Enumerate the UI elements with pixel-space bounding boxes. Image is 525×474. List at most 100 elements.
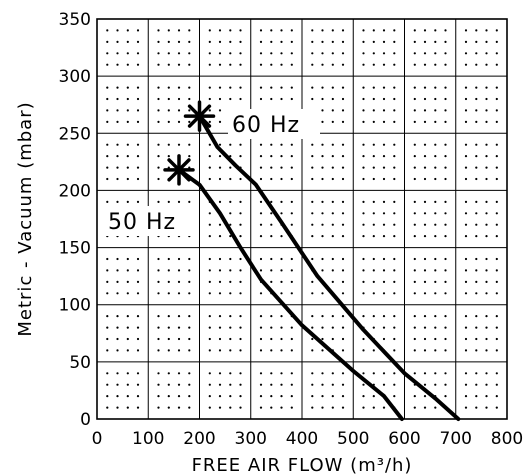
grid-dot [444,177,447,181]
grid-dot [372,120,375,123]
grid-dot [229,337,232,341]
grid-dot [495,97,498,101]
grid-dot [188,120,191,123]
grid-dot [485,86,488,89]
grid-dot [290,97,293,101]
grid-dot [413,292,416,295]
grid-dot [321,326,324,329]
grid-dot [321,166,324,169]
grid-dot [372,212,375,215]
grid-dot [208,280,211,283]
grid-dot [239,383,242,386]
series-curves [163,100,461,421]
grid-dot [434,406,437,409]
grid-dot [331,86,334,89]
grid-dot [167,40,170,44]
grid-dot [136,372,140,375]
grid-dot [290,269,293,272]
grid-dot [239,63,242,66]
grid-dot [341,52,345,55]
grid-dot [464,395,468,398]
grid-dot [116,292,119,295]
grid-dot [106,406,109,409]
grid-dot [393,143,396,146]
grid-dot [475,235,478,238]
grid-dot [423,223,427,226]
grid-dot [372,223,375,226]
grid-dot [331,383,334,386]
grid-dot [444,97,447,101]
grid-dot [464,120,468,123]
grid-dot [218,29,222,32]
x-tick-label: 400 [286,429,318,449]
grid-dot [177,406,181,409]
grid-dot [382,97,386,101]
grid-dot [341,337,345,341]
grid-dot [382,235,386,238]
grid-dot [485,40,488,44]
grid-dot [485,200,488,203]
grid-dot [341,315,345,318]
grid-dot [475,315,478,318]
grid-dot [444,292,447,295]
grid-dot [290,166,293,169]
grid-dot [188,406,191,409]
grid-dot [177,292,181,295]
grid-dot [393,326,396,329]
grid-dot [270,395,273,398]
grid-dot [259,200,263,203]
grid-dot [188,63,191,66]
grid-dot [106,177,109,181]
grid-dot [413,200,416,203]
grid-dot [280,349,283,352]
x-tick-label: 500 [337,429,369,449]
grid-dot [382,177,386,181]
grid-dot [495,200,498,203]
series-labels: 50 Hz 60 Hz [104,109,320,236]
grid-dot [239,372,242,375]
grid-dot [106,52,109,55]
grid-dot [372,109,375,112]
grid-dot [341,372,345,375]
y-tick-label: 200 [59,181,91,201]
grid-dot [444,383,447,386]
grid-dot [229,223,232,226]
grid-dot [341,109,345,112]
grid-dot [331,269,334,272]
grid-dot [218,155,222,158]
grid-dot [475,52,478,55]
grid-dot [475,155,478,158]
grid-dot [372,372,375,375]
grid-dot [126,120,129,123]
grid-dot [188,292,191,295]
grid-dot [464,383,468,386]
grid-dot [331,337,334,341]
grid-dot [280,292,283,295]
grid-dot [362,280,365,283]
grid-dot [208,406,211,409]
grid-dot [177,280,181,283]
grid-dot [126,337,129,341]
grid-dot [362,97,365,101]
grid-dot [290,292,293,295]
grid-dot [126,143,129,146]
grid-dot [106,97,109,101]
grid-dot [495,337,498,341]
grid-dot [321,212,324,215]
grid-dot [280,257,283,261]
grid-dot [106,383,109,386]
grid-dot [341,395,345,398]
grid-dot [475,349,478,352]
y-tick-label: 250 [59,124,91,144]
grid-dot [280,166,283,169]
grid-dot [208,326,211,329]
grid-dot [106,269,109,272]
grid-dot [106,349,109,352]
grid-dot [393,349,396,352]
grid-dot [341,235,345,238]
grid-dot [362,395,365,398]
grid-dot [116,109,119,112]
grid-dot [280,406,283,409]
grid-dot [495,326,498,329]
grid-dot [218,292,222,295]
